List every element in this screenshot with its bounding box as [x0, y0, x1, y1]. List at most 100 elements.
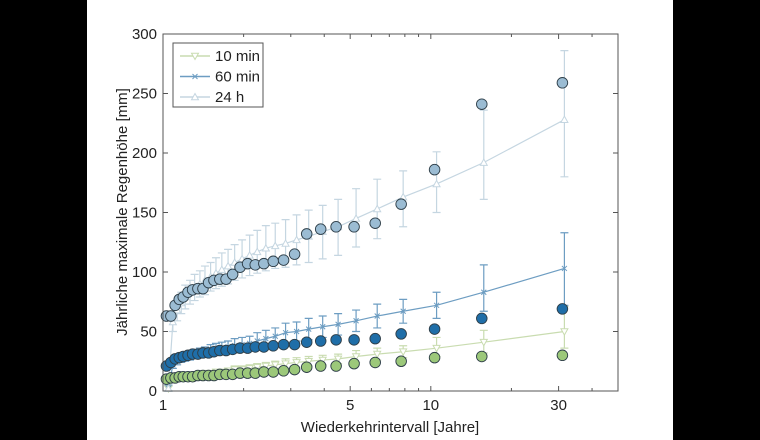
fit-marker — [293, 328, 300, 335]
fit-marker — [281, 360, 290, 369]
fit-marker — [351, 353, 361, 362]
legend-label: 24 h — [215, 89, 244, 106]
observed-point — [226, 268, 239, 281]
x-tick-label: 5 — [346, 397, 354, 414]
fit-marker — [560, 328, 569, 337]
fit-marker — [252, 247, 262, 256]
legend-marker — [190, 92, 200, 101]
fit-marker — [333, 355, 343, 364]
fit-marker — [292, 359, 301, 367]
fit-marker — [270, 361, 280, 370]
observed-point — [428, 163, 441, 176]
fit-marker — [372, 204, 382, 213]
fit-marker — [335, 321, 341, 328]
y-tick-label: 50 — [140, 324, 157, 341]
legend-label: 60 min — [215, 69, 260, 86]
fit-marker — [372, 350, 382, 359]
observed-point — [288, 248, 301, 260]
fit-marker — [432, 344, 441, 353]
fit-marker — [479, 338, 489, 347]
y-tick-label: 250 — [132, 86, 157, 103]
observed-point — [348, 357, 360, 370]
observed-point — [369, 217, 381, 229]
fit-marker — [319, 323, 326, 330]
observed-point — [395, 198, 407, 210]
fit-marker — [270, 241, 280, 250]
fit-marker — [262, 335, 269, 342]
fit-marker — [479, 157, 489, 166]
x-axis-label: Wiederkehrintervall [Jahre] — [301, 419, 479, 436]
fit-marker — [261, 243, 271, 252]
observed-point — [277, 338, 290, 351]
fit-marker — [433, 302, 440, 309]
fit-marker — [281, 238, 290, 247]
observed-point — [395, 355, 407, 368]
fit-marker — [217, 265, 227, 273]
observed-point — [258, 257, 270, 270]
axis-ticks: 0 50 100 150 200 250 300 1 5 10 30 — [132, 26, 618, 414]
fit-marker — [398, 348, 408, 357]
x-tick-label: 1 — [159, 397, 167, 414]
observed-point — [556, 349, 569, 362]
legend: 10 min 60 min 24 h — [172, 42, 264, 108]
error-bar — [479, 109, 488, 201]
fit-marker — [480, 289, 487, 296]
observed-point — [369, 332, 381, 345]
series-10-min-observed — [160, 349, 569, 385]
observed-point — [369, 356, 381, 369]
observed-point — [556, 77, 569, 89]
fit-marker — [560, 115, 569, 123]
legend-item-60-min: 60 min — [180, 69, 260, 86]
observed-point — [330, 360, 342, 372]
observed-point — [314, 335, 327, 347]
legend-item-24-h: 24 h — [180, 89, 244, 106]
observed-point — [428, 351, 441, 364]
observed-point — [277, 365, 290, 377]
fit-marker — [305, 326, 312, 332]
observed-point — [348, 221, 360, 233]
series-60-min-fit — [164, 232, 569, 392]
observed-point — [476, 350, 488, 363]
series-24-h-observed — [160, 77, 569, 322]
x-tick-label: 30 — [550, 397, 567, 414]
observed-point — [267, 340, 279, 352]
fit-marker — [400, 308, 407, 315]
observed-point — [330, 221, 342, 233]
y-tick-label: 0 — [149, 383, 157, 400]
observed-point — [277, 254, 290, 266]
error-bar — [560, 50, 569, 178]
observed-point — [476, 312, 488, 325]
y-tick-label: 200 — [132, 145, 157, 162]
observed-point — [314, 360, 327, 372]
observed-point — [556, 303, 569, 315]
observed-point — [267, 366, 279, 378]
fit-marker — [223, 261, 233, 270]
legend-label: 10 min — [215, 48, 260, 65]
legend-marker — [192, 73, 198, 80]
x-tick-label: 10 — [422, 397, 439, 414]
observed-point — [348, 334, 360, 346]
fit-marker — [432, 179, 441, 188]
observed-point — [288, 338, 301, 351]
observed-point — [300, 336, 313, 348]
observed-point — [330, 334, 342, 346]
observed-point — [395, 328, 407, 340]
observed-point — [267, 255, 279, 268]
plot-marks — [160, 50, 569, 394]
fit-marker — [374, 313, 381, 319]
fit-line — [167, 330, 565, 389]
series-60-min-observed — [160, 303, 569, 372]
fit-marker — [245, 250, 254, 259]
fit-marker — [351, 213, 361, 222]
observed-point — [476, 98, 488, 110]
fit-marker — [272, 333, 279, 340]
y-tick-label: 300 — [132, 26, 157, 43]
observed-point — [428, 323, 441, 335]
observed-point — [300, 228, 313, 240]
observed-point — [288, 363, 301, 376]
observed-point — [314, 223, 327, 235]
y-tick-label: 100 — [132, 264, 157, 281]
y-axis-label: Jährliche maximale Regenhöhe [mm] — [114, 88, 131, 336]
fit-marker — [353, 317, 359, 324]
fit-marker — [561, 265, 568, 272]
